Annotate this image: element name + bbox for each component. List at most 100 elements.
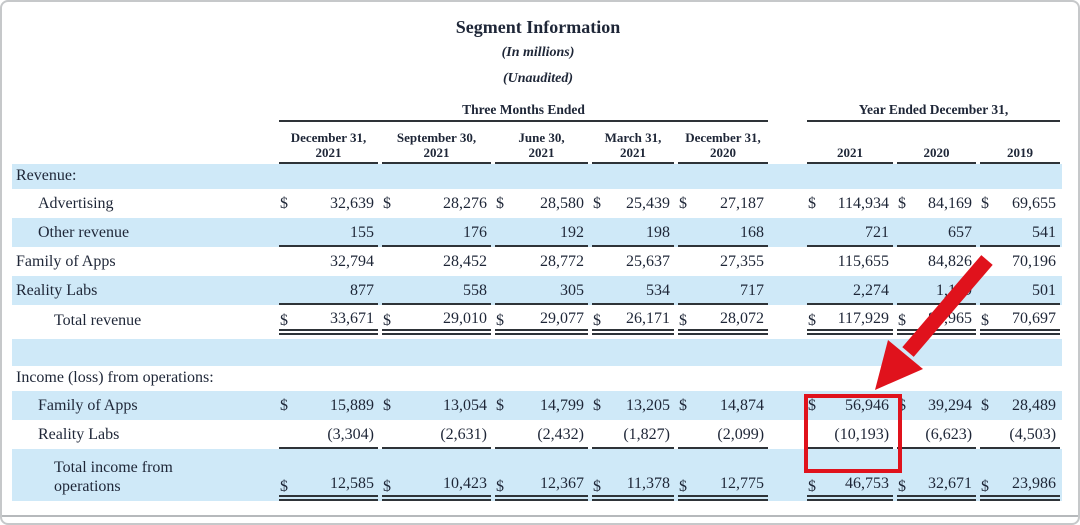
table-cell: $25,439 xyxy=(590,189,676,218)
table-row: Total revenue $33,671 $29,010 $29,077 $26,17… xyxy=(12,305,1062,337)
table-cell: (1,827) xyxy=(590,420,676,449)
cell-value: 56,946 xyxy=(845,397,890,414)
dollar-sign: $ xyxy=(898,478,907,495)
cell-value: 46,753 xyxy=(845,475,890,492)
gap-column xyxy=(770,247,805,276)
column-header: March 31, 2021 xyxy=(590,122,676,164)
dollar-sign: $ xyxy=(679,478,687,495)
dollar-sign: $ xyxy=(496,478,504,495)
table-cell: 25,637 xyxy=(590,247,676,276)
cell-value: 39,294 xyxy=(928,397,973,414)
gap-column xyxy=(770,391,805,420)
cell-value: 15,889 xyxy=(330,397,374,414)
dollar-sign: $ xyxy=(981,397,990,414)
cell-value: 32,794 xyxy=(330,253,374,270)
row-label: Other revenue xyxy=(38,224,130,241)
table-cell: 198 xyxy=(590,218,676,247)
dollar-sign: $ xyxy=(280,195,288,212)
table-cell: 32,794 xyxy=(277,247,380,276)
table-cell: $29,010 xyxy=(380,305,493,337)
table-cell: (3,304) xyxy=(277,420,380,449)
cell-value: 155 xyxy=(350,224,374,241)
cell-value: 305 xyxy=(560,282,584,299)
table-cell: 558 xyxy=(380,276,493,305)
gap-column xyxy=(770,122,805,164)
cell-value: 657 xyxy=(948,224,973,241)
dollar-sign: $ xyxy=(383,478,391,495)
dollar-sign: $ xyxy=(808,478,817,495)
table-cell: $33,671 xyxy=(277,305,380,337)
cell-value: 23,986 xyxy=(1012,475,1057,492)
table-cell: 721 xyxy=(805,218,895,247)
dollar-sign: $ xyxy=(496,397,504,414)
table-cell: (4,503) xyxy=(978,420,1062,449)
cell-value: 12,775 xyxy=(720,475,765,492)
table-cell: $12,367 xyxy=(493,449,590,501)
table-cell: $56,946 xyxy=(805,391,895,420)
dollar-sign: $ xyxy=(981,195,990,212)
cell-value: 28,580 xyxy=(540,195,584,212)
table-cell: 115,655 xyxy=(805,247,895,276)
dollar-sign: $ xyxy=(280,478,288,495)
cell-value: 28,489 xyxy=(1012,397,1057,414)
table-cell: 84,826 xyxy=(895,247,978,276)
dollar-sign: $ xyxy=(496,195,504,212)
row-label: Reality Labs xyxy=(38,426,120,443)
table-cell: $11,378 xyxy=(590,449,676,501)
group-year-ended: Year Ended December 31, xyxy=(805,94,1062,122)
cell-value: 28,772 xyxy=(540,253,584,270)
gap-column xyxy=(770,276,805,305)
column-header: 2021 xyxy=(805,122,895,164)
table-cell: $28,276 xyxy=(380,189,493,218)
table-row: Other revenue 155 176 192 198 168 721 657 541 xyxy=(12,218,1063,247)
section-row: Revenue: xyxy=(12,164,1063,189)
table-cell: $14,874 xyxy=(676,391,770,420)
cell-value: 84,826 xyxy=(928,253,973,270)
dollar-sign: $ xyxy=(383,195,391,212)
cell-value: 198 xyxy=(646,224,670,241)
row-label: Total revenue xyxy=(54,312,142,329)
cell-value: (6,623) xyxy=(925,426,973,443)
cell-value: 28,276 xyxy=(443,195,487,212)
dollar-sign: $ xyxy=(496,312,504,329)
cell-value: 168 xyxy=(740,224,765,241)
cell-value: (2,432) xyxy=(537,426,584,443)
label-column-header xyxy=(12,122,277,164)
table-cell: $28,580 xyxy=(493,189,590,218)
cell-value: 85,965 xyxy=(928,310,973,327)
column-header: September 30, 2021 xyxy=(380,122,493,164)
dollar-sign: $ xyxy=(383,312,391,329)
dollar-sign: $ xyxy=(981,478,990,495)
table-cell: 168 xyxy=(676,218,770,247)
highlight-box xyxy=(804,394,902,473)
cell-value: 28,452 xyxy=(443,253,487,270)
table-cell: 28,772 xyxy=(493,247,590,276)
table-cell: (2,099) xyxy=(676,420,770,449)
gap-column xyxy=(770,420,805,449)
table-cell: $84,169 xyxy=(895,189,978,218)
row-label: Advertising xyxy=(38,195,114,212)
cell-value: 84,169 xyxy=(928,195,973,212)
table-cell: $69,655 xyxy=(978,189,1062,218)
table-cell: 176 xyxy=(380,218,493,247)
table-cell: 541 xyxy=(978,218,1062,247)
row-label: Family of Apps xyxy=(16,253,116,270)
table-cell: $10,423 xyxy=(380,449,493,501)
table-row: Reality Labs (3,304) (2,631) (2,432) (1,827)… xyxy=(12,420,1062,449)
table-cell: $13,205 xyxy=(590,391,676,420)
cell-value: 558 xyxy=(463,282,487,299)
gap-column xyxy=(770,305,805,337)
table-cell: 1,139 xyxy=(895,276,978,305)
cell-value: 541 xyxy=(1032,224,1057,241)
table-cell: $28,072 xyxy=(676,305,770,337)
dollar-sign: $ xyxy=(593,195,601,212)
column-header: 2019 xyxy=(978,122,1062,164)
cell-value: 534 xyxy=(646,282,670,299)
table-cell: (6,623) xyxy=(895,420,978,449)
dollar-sign: $ xyxy=(679,312,687,329)
table-cell: $27,187 xyxy=(676,189,770,218)
spacer xyxy=(12,335,1063,366)
spacer-row xyxy=(12,335,1063,366)
cell-value: 114,934 xyxy=(837,195,890,212)
